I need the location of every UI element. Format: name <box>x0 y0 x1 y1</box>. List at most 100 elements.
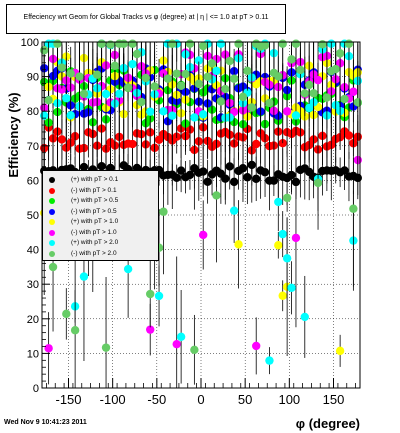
legend-label: (+) with pT > 0.5 <box>71 197 119 204</box>
data-point <box>176 81 186 90</box>
data-point <box>282 193 292 203</box>
legend-marker <box>49 187 55 194</box>
data-point <box>62 309 71 319</box>
data-point <box>212 66 221 76</box>
timestamp: Wed Nov 9 10:41:23 2011 <box>4 419 87 426</box>
data-point <box>287 55 296 64</box>
data-point <box>335 49 345 58</box>
data-point <box>221 84 230 94</box>
legend-label: (+) with pT > 2.0 <box>71 239 119 246</box>
data-point <box>137 97 146 107</box>
data-point <box>79 89 89 99</box>
legend-marker <box>49 177 55 183</box>
data-point <box>313 178 323 188</box>
data-point <box>154 135 164 144</box>
data-point <box>132 49 142 59</box>
legend-label: (-) with pT > 2.0 <box>71 249 117 257</box>
chart-title: Effeciency wrt Geom for Global Tracks vs… <box>23 14 269 21</box>
legend-entry: (+) with pT > 0.1 <box>43 175 158 185</box>
data-point <box>353 98 362 107</box>
legend: (+) with pT > 0.1 (-) with pT > 0.1 (+) wi… <box>42 170 159 261</box>
legend-marker <box>49 219 55 225</box>
data-point <box>203 72 212 82</box>
data-point <box>75 72 84 81</box>
data-point <box>163 74 173 83</box>
data-point <box>344 39 354 48</box>
y-tick-label: 20 <box>27 314 39 326</box>
data-point <box>190 345 199 355</box>
data-point <box>40 46 49 55</box>
data-point <box>247 103 256 112</box>
y-tick-label: 70 <box>27 141 39 153</box>
data-point <box>260 168 270 177</box>
data-point <box>66 69 75 78</box>
data-point <box>115 89 124 98</box>
data-point <box>305 80 314 90</box>
data-point <box>172 69 181 78</box>
data-point <box>199 110 208 119</box>
data-point <box>154 291 164 301</box>
data-point <box>216 97 226 106</box>
x-tick-label: 100 <box>278 392 300 407</box>
y-tick-label: 60 <box>27 175 39 187</box>
data-point <box>265 356 274 365</box>
data-point <box>53 39 62 48</box>
x-tick-label: -100 <box>100 392 126 407</box>
x-axis-label: φ (degree) <box>296 416 360 431</box>
legend-label: (-) with pT > 1.0 <box>71 228 117 236</box>
data-point <box>344 131 354 140</box>
y-axis-label: Efficiency (%) <box>6 92 21 177</box>
data-series <box>40 39 362 388</box>
legend-marker <box>49 240 55 246</box>
data-point <box>278 229 287 239</box>
data-point <box>229 107 239 117</box>
data-point <box>70 326 80 335</box>
data-point <box>194 56 203 65</box>
data-point <box>44 344 53 353</box>
data-point <box>199 41 208 51</box>
legend-entry: (+) with pT > 2.0 <box>43 238 158 248</box>
data-point <box>146 325 155 334</box>
data-point <box>57 63 67 72</box>
data-point <box>269 176 279 185</box>
legend-entry: (-) with pT > 1.0 <box>43 228 158 238</box>
data-point <box>181 69 190 79</box>
data-point <box>159 207 168 216</box>
legend-label: (+) with pT > 0.1 <box>71 176 119 183</box>
legend-marker <box>49 250 55 257</box>
data-point <box>229 74 239 83</box>
data-point <box>128 39 137 48</box>
data-point <box>97 39 106 48</box>
legend-label: (-) with pT > 0.1 <box>71 186 117 194</box>
data-point <box>252 139 261 149</box>
data-point <box>318 40 327 49</box>
data-point <box>225 56 234 66</box>
data-point <box>260 41 270 50</box>
legend-entry: (-) with pT > 0.5 <box>43 207 158 217</box>
data-point <box>322 93 332 102</box>
data-point <box>216 39 226 48</box>
data-point <box>159 107 168 116</box>
data-point <box>57 85 67 94</box>
axis-ticks: 0 10 20 30 40 50 60 70 80 90 100 -150 -100 -50 0 50 100 1… <box>21 37 356 407</box>
data-point <box>172 339 181 349</box>
data-point <box>168 39 177 48</box>
y-tick-label: 0 <box>33 383 39 395</box>
data-point <box>287 283 296 293</box>
data-point <box>252 174 261 184</box>
data-point <box>79 272 89 281</box>
data-point <box>238 92 248 102</box>
data-point <box>282 107 292 116</box>
data-point <box>93 70 102 79</box>
data-point <box>296 65 305 75</box>
data-point <box>243 173 252 182</box>
data-point <box>331 64 340 74</box>
legend-marker <box>49 229 55 236</box>
data-point <box>229 206 239 215</box>
data-point <box>291 233 301 243</box>
data-point <box>40 111 49 120</box>
data-point <box>101 89 111 99</box>
data-point <box>335 346 345 356</box>
data-point <box>62 93 71 103</box>
data-point <box>185 170 195 180</box>
